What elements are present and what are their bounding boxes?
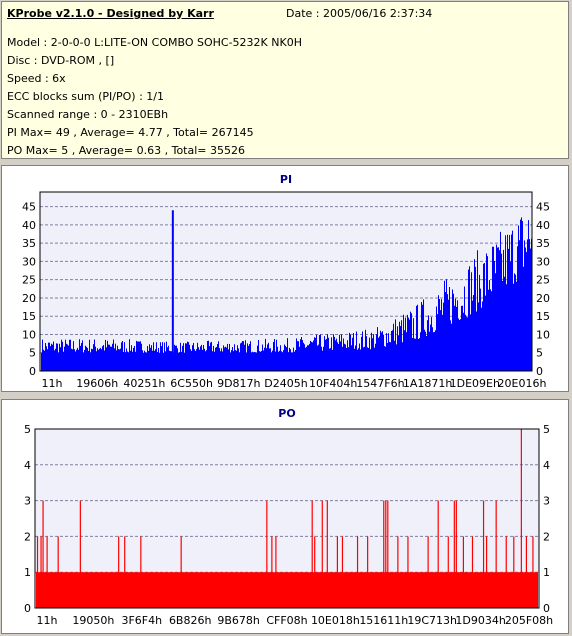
- plot-frame: [39, 191, 533, 372]
- x-tick-label: 19050h: [72, 614, 114, 627]
- y-tick-right: 35: [536, 237, 550, 250]
- y-tick-left: 4: [24, 459, 31, 472]
- y-tick-left: 40: [22, 219, 36, 232]
- x-tick-label: 1A1871h: [403, 377, 453, 390]
- x-tick-label: 40251h: [123, 377, 165, 390]
- x-tick-label: 10E018h: [311, 614, 360, 627]
- x-tick-label: 11h: [37, 614, 58, 627]
- y-tick-right: 45: [536, 201, 550, 214]
- x-tick-label: 20E016h: [498, 377, 547, 390]
- y-tick-left: 20: [22, 292, 36, 305]
- pi-chart-panel: PI 0 0 5 5 10 10 15 15 20 20 25 25 30 30 35 35 40 40 45 45 11…: [1, 165, 569, 392]
- pi-stats-line: PI Max= 49 , Average= 4.77 , Total= 2671…: [7, 126, 254, 139]
- po-stats-line: PO Max= 5 , Average= 0.63 , Total= 35526: [7, 144, 245, 157]
- y-tick-right: 10: [536, 328, 550, 341]
- y-tick-left: 35: [22, 237, 36, 250]
- y-tick-left: 5: [29, 347, 36, 360]
- po-chart: PO 0 0 1 1 2 2 3 3 4 4 5 5 11h 19050h 3F6F4h 6B826h 9B678…: [24, 407, 553, 627]
- y-tick-right: 15: [536, 310, 550, 323]
- y-tick-left: 1: [24, 566, 31, 579]
- y-tick-right: 2: [543, 530, 550, 543]
- data-series: [41, 210, 532, 371]
- model-line: Model : 2-0-0-0 L:LITE-ON COMBO SOHC-523…: [7, 36, 302, 49]
- x-tick-label: D2405h: [264, 377, 307, 390]
- y-tick-left: 0: [24, 602, 31, 615]
- y-tick-left: 30: [22, 255, 36, 268]
- range-line: Scanned range : 0 - 2310EBh: [7, 108, 169, 121]
- x-tick-label: 1D9034h: [455, 614, 505, 627]
- x-tick-label: 10F404h: [309, 377, 357, 390]
- y-tick-right: 4: [543, 459, 550, 472]
- info-panel: KProbe v2.1.0 - Designed by Karr Date : …: [1, 1, 569, 159]
- app-title: KProbe v2.1.0 - Designed by Karr: [7, 7, 214, 20]
- y-tick-right: 1: [543, 566, 550, 579]
- pi-bars: [41, 217, 532, 371]
- po-chart-panel: PO 0 0 1 1 2 2 3 3 4 4 5 5 11h 19050h 3F6F4h 6B826h 9B678…: [1, 399, 569, 634]
- x-tick-label: 1547F6h: [356, 377, 404, 390]
- y-tick-left: 0: [29, 365, 36, 378]
- data-series: [36, 429, 538, 608]
- y-tick-left: 10: [22, 328, 36, 341]
- y-tick-right: 0: [536, 365, 543, 378]
- plot-frame: [34, 428, 540, 609]
- chart-title: PI: [280, 173, 292, 186]
- y-tick-right: 5: [543, 423, 550, 436]
- x-tick-label: 19606h: [76, 377, 118, 390]
- y-tick-right: 5: [536, 347, 543, 360]
- chart-title: PO: [278, 407, 295, 420]
- y-tick-right: 20: [536, 292, 550, 305]
- x-tick-label: CFF08h: [266, 614, 307, 627]
- disc-line: Disc : DVD-ROM , []: [7, 54, 115, 67]
- y-tick-right: 25: [536, 274, 550, 287]
- y-tick-left: 15: [22, 310, 36, 323]
- y-tick-left: 25: [22, 274, 36, 287]
- x-tick-label: 6C550h: [170, 377, 213, 390]
- x-tick-label: 19C713h: [407, 614, 457, 627]
- y-tick-left: 3: [24, 495, 31, 508]
- y-tick-left: 5: [24, 423, 31, 436]
- po-baseline-fill: [36, 572, 538, 608]
- scan-date: Date : 2005/06/16 2:37:34: [286, 7, 433, 20]
- y-tick-left: 2: [24, 530, 31, 543]
- y-tick-right: 3: [543, 495, 550, 508]
- x-tick-label: 6B826h: [169, 614, 212, 627]
- pi-chart: PI 0 0 5 5 10 10 15 15 20 20 25 25 30 30 35 35 40 40 45 45 11…: [22, 173, 550, 390]
- y-tick-right: 0: [543, 602, 550, 615]
- speed-line: Speed : 6x: [7, 72, 66, 85]
- ecc-line: ECC blocks sum (PI/PO) : 1/1: [7, 90, 164, 103]
- x-tick-label: 3F6F4h: [121, 614, 162, 627]
- x-tick-label: 1DE09Eh: [450, 377, 500, 390]
- x-tick-label: 9D817h: [217, 377, 260, 390]
- x-tick-label: 205F08h: [505, 614, 553, 627]
- x-tick-label: 11h: [42, 377, 63, 390]
- x-tick-label: 151611h: [359, 614, 408, 627]
- y-tick-right: 30: [536, 255, 550, 268]
- x-tick-label: 9B678h: [217, 614, 260, 627]
- y-tick-left: 45: [22, 201, 36, 214]
- y-tick-right: 40: [536, 219, 550, 232]
